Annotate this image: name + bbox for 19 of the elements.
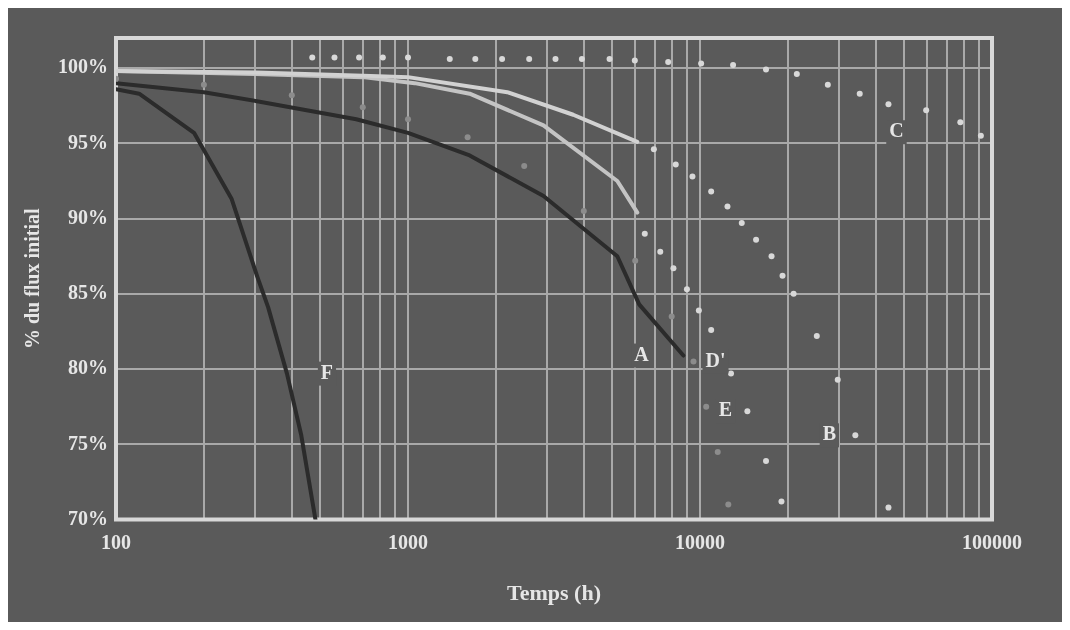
y-tick-label: 85% [68, 281, 108, 304]
x-tick-label: 100000 [962, 530, 1022, 553]
y-tick-label: 90% [68, 205, 108, 228]
y-axis-title: % du flux initial [21, 208, 44, 350]
y-tick-label: 80% [68, 356, 108, 379]
y-tick-label: 100% [58, 55, 108, 78]
x-tick-label: 100 [101, 530, 131, 553]
series-label: A [634, 342, 650, 365]
y-tick-label: 95% [68, 130, 108, 153]
series-label: F [320, 360, 334, 383]
x-tick-label: 1000 [388, 530, 428, 553]
series-label: E [718, 398, 733, 421]
y-tick-label: 70% [68, 506, 108, 529]
y-tick-label: 75% [68, 431, 108, 454]
x-tick-label: 10000 [675, 530, 725, 553]
series-label: C [889, 119, 904, 142]
series-label: D' [705, 348, 726, 371]
series-label: B [822, 422, 837, 445]
x-axis-title: Temps (h) [507, 580, 601, 606]
